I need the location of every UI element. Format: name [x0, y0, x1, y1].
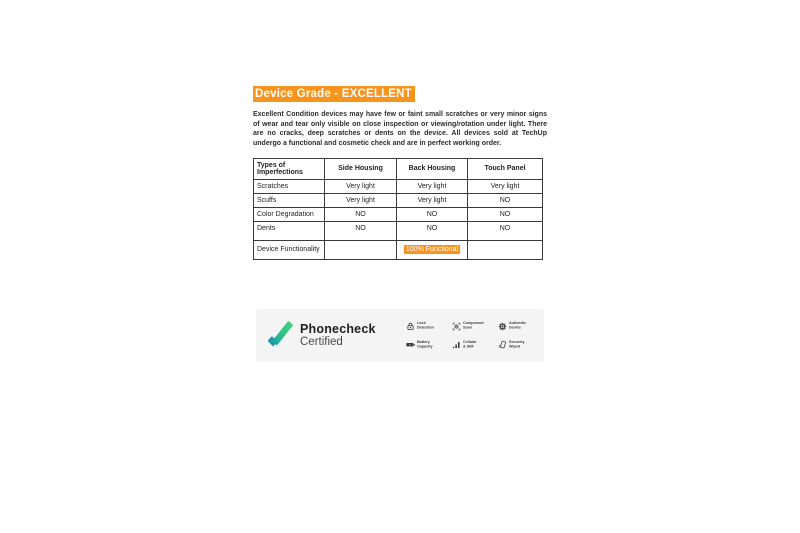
cell-value: [324, 239, 397, 260]
table-header-row: Types of Imperfections Side Housing Back…: [253, 157, 543, 180]
brand-name: Phonecheck: [300, 321, 376, 336]
feature-label: Securely Wiped: [508, 340, 525, 349]
authentic-device-icon: [498, 322, 507, 330]
row-label-dents: Dents: [253, 220, 325, 241]
feature-lock-detection: Lock Detection: [406, 319, 452, 333]
battery-capacity-icon: [406, 343, 415, 347]
lock-detection-icon: [407, 322, 414, 330]
table-row: Color Degradation NO NO NO: [253, 206, 543, 222]
certification-features: Lock Detection Battery Capacity: [406, 319, 544, 352]
securely-wiped-icon: [498, 341, 506, 349]
cell-value: NO: [324, 206, 397, 222]
cell-value: [467, 239, 543, 260]
brand-subtitle: Certified: [300, 336, 343, 349]
device-grade-section: Device Grade - EXCELLENT Excellent Condi…: [253, 84, 547, 260]
feature-label: Authentic Device: [508, 321, 526, 330]
feature-label: Cellular & SIM: [462, 340, 477, 349]
cell-value: NO: [467, 206, 543, 222]
col-header-touch-panel: Touch Panel: [467, 157, 543, 180]
cell-value: NO: [396, 206, 468, 222]
feature-securely-wiped: Securely Wiped: [498, 338, 544, 352]
cert-brand-text: Phonecheck Certified: [300, 321, 376, 349]
cell-value: Very light: [324, 192, 397, 208]
cellular-sim-icon: [452, 342, 460, 349]
row-label-scuffs: Scuffs: [253, 192, 325, 208]
feature-label: Component Scan: [462, 321, 484, 330]
feature-component-scan: Component Scan: [452, 319, 498, 333]
phonecheck-checkmark-logo: [268, 320, 294, 346]
cell-value: Very light: [396, 178, 468, 194]
feature-battery-capacity: Battery Capacity: [406, 338, 452, 352]
cell-value: Very light: [467, 178, 543, 194]
table-row: Scuffs Very light Very light NO: [253, 192, 543, 208]
grade-description: Excellent Condition devices may have few…: [253, 111, 547, 147]
cell-value: Very light: [324, 178, 397, 194]
phonecheck-certified-banner: Phonecheck Certified Lock Detection Batt…: [256, 309, 544, 362]
cell-value: Very light: [396, 192, 468, 208]
cell-value: NO: [467, 192, 543, 208]
feature-label: Battery Capacity: [416, 340, 433, 349]
table-row: Dents NO NO NO: [253, 220, 543, 241]
imperfections-table: Types of Imperfections Side Housing Back…: [253, 157, 543, 260]
col-header-types: Types of Imperfections: [253, 157, 325, 180]
cell-value: NO: [467, 220, 543, 241]
feature-cellular-sim: Cellular & SIM: [452, 338, 498, 352]
cell-value: NO: [396, 220, 468, 241]
feature-authentic-device: Authentic Device: [498, 319, 544, 333]
row-label-scratches: Scratches: [253, 178, 325, 194]
col-header-side-housing: Side Housing: [324, 157, 397, 180]
row-label-color-degradation: Color Degradation: [253, 206, 325, 222]
table-row: Scratches Very light Very light Very lig…: [253, 178, 543, 194]
cell-value: NO: [324, 220, 397, 241]
row-label-device-functionality: Device Functionality: [253, 239, 325, 260]
functional-highlight: 100% Functional: [403, 245, 461, 255]
cell-value: 100% Functional: [396, 239, 468, 260]
component-scan-icon: [452, 322, 460, 330]
feature-label: Lock Detection: [416, 321, 434, 330]
col-header-back-housing: Back Housing: [396, 157, 468, 180]
table-row: Device Functionality 100% Functional: [253, 239, 543, 260]
grade-title: Device Grade - EXCELLENT: [253, 86, 415, 102]
